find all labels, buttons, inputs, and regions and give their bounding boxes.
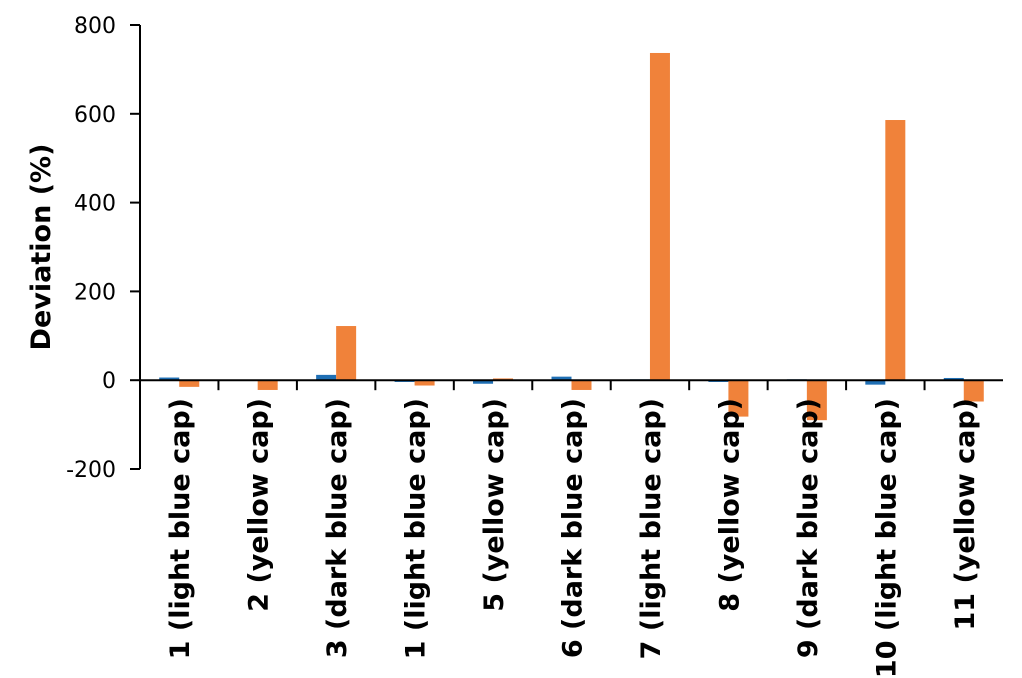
bar-series-2	[728, 380, 749, 417]
x-category-label: 8 (yellow cap)	[714, 398, 745, 612]
x-category-label: 9 (dark blue cap)	[793, 398, 824, 658]
bar-series-2	[336, 326, 357, 381]
y-ticks-group: 800 600 400 200 0 -200	[66, 14, 140, 483]
bar-series-2	[649, 52, 670, 381]
y-tick-label: -200	[66, 458, 116, 483]
bar-series-2	[806, 380, 827, 421]
bar-series-1	[943, 377, 964, 381]
x-category-label: 3 (dark blue cap)	[322, 398, 353, 658]
bar-series-1	[865, 380, 886, 385]
x-category-label: 1 (light blue cap)	[165, 398, 196, 659]
bar-series-2	[571, 380, 592, 390]
bar-series-2	[257, 380, 278, 390]
y-tick-label: 800	[74, 14, 116, 39]
bar-series-2	[885, 120, 906, 381]
bar-series-1	[473, 380, 494, 384]
x-category-label: 6 (dark blue cap)	[558, 398, 589, 658]
y-tick-label: 0	[102, 369, 116, 394]
y-tick-label: 200	[74, 280, 116, 305]
y-tick-label: 600	[74, 103, 116, 128]
x-category-label: 10 (light blue cap)	[871, 398, 902, 678]
x-category-label: 5 (yellow cap)	[479, 398, 510, 612]
x-category-label: 11 (yellow cap)	[950, 398, 981, 631]
y-axis-title: Deviation (%)	[26, 144, 57, 351]
x-category-label: 7 (light blue cap)	[636, 398, 667, 659]
x-category-label: 1 (light blue cap)	[401, 398, 432, 659]
y-tick-label: 400	[74, 192, 116, 217]
bar-series-2	[179, 380, 200, 387]
x-category-label: 2 (yellow cap)	[244, 398, 275, 612]
x-ticks-group: 1 (light blue cap) 2 (yellow cap) 3 (dark …	[165, 380, 981, 678]
bar-series-2	[414, 380, 435, 386]
bars-group	[159, 52, 984, 421]
bar-series-1	[316, 374, 337, 381]
bar-series-1	[551, 376, 572, 381]
bar-series-1	[159, 377, 180, 381]
bar-series-2	[963, 380, 984, 402]
